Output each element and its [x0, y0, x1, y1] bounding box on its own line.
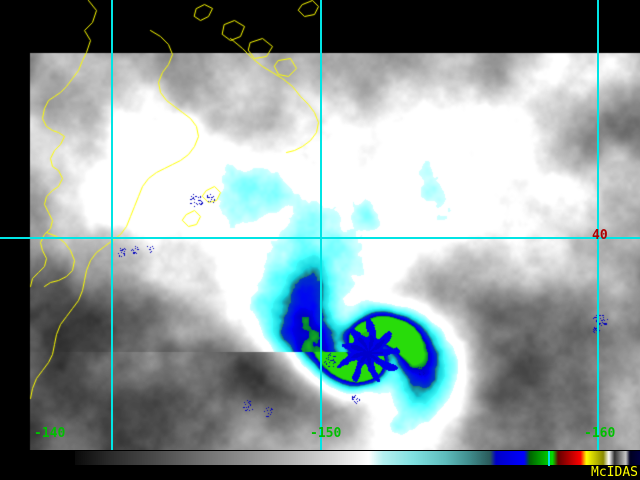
color-bar-cursor-tick: [548, 451, 550, 466]
status-text-line: 10001 HIMAWARI-8 13 9 AUG 21221 085000 0…: [0, 465, 640, 480]
color-bar-canvas[interactable]: [75, 451, 640, 465]
enhancement-color-bar[interactable]: [75, 451, 640, 466]
satellite-image-canvas[interactable]: [0, 0, 640, 450]
satellite-image-view[interactable]: [0, 0, 640, 450]
mcidas-brand-label: McIDAS: [591, 465, 638, 480]
bottom-status-bar: 10001 HIMAWARI-8 13 9 AUG 21221 085000 0…: [0, 450, 640, 480]
